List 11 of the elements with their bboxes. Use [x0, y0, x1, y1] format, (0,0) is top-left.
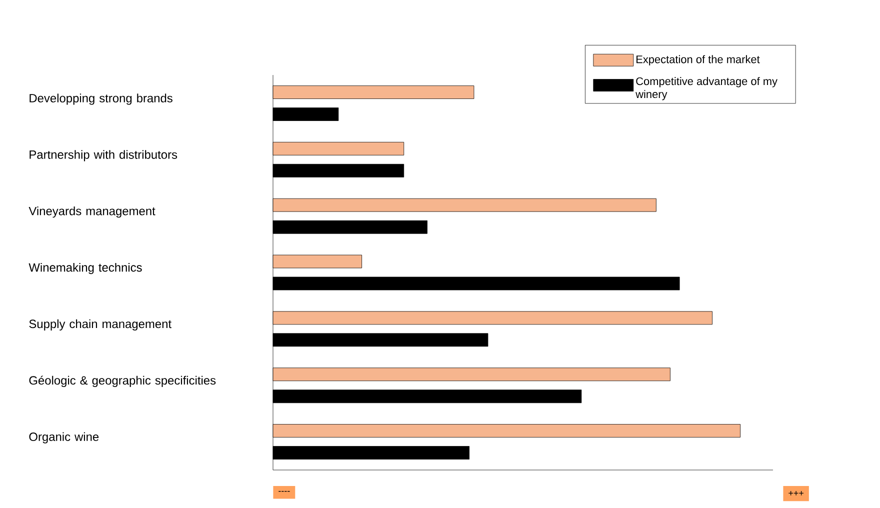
text: ---- [278, 491, 290, 492]
y-tick-label: Géologic & geographic specificities [29, 376, 216, 388]
y-tick-label: Organic wine [29, 432, 99, 444]
y-tick-label: Partnership with distributors [30, 150, 178, 162]
text: +++ [788, 491, 804, 496]
y-tick-label: Developping strong brands [30, 94, 172, 105]
y-tick-label: Vineyards management [28, 206, 156, 218]
y-tick-label: Supply chain management [29, 319, 172, 331]
legend-label: Expectation of the market [636, 55, 760, 66]
legend-label: Competitive advantage of my winery [636, 77, 778, 100]
y-tick-label: Winemaking technics [28, 262, 142, 274]
